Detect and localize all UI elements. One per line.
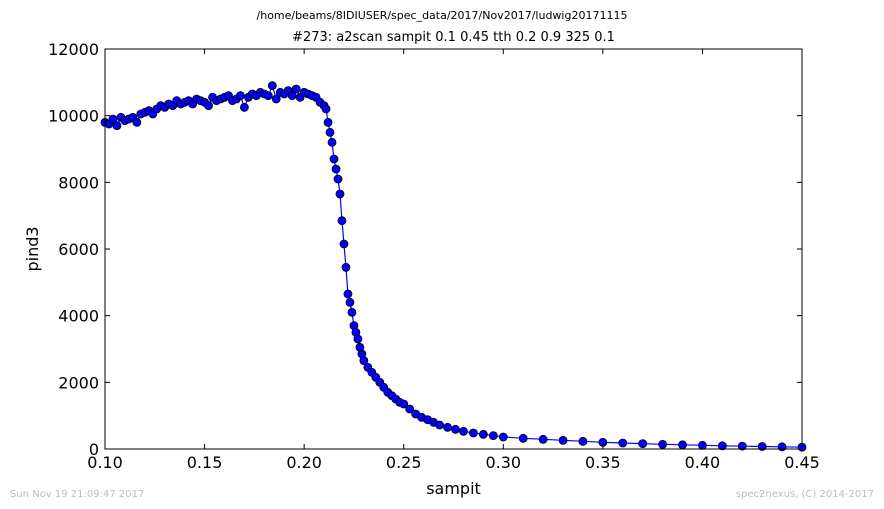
data-point xyxy=(112,121,122,131)
data-point xyxy=(598,437,608,447)
x-axis-label: sampit xyxy=(426,479,481,498)
data-point xyxy=(347,307,357,317)
y-axis-label: pind3 xyxy=(23,226,42,271)
y-tick-label: 2000 xyxy=(58,373,99,392)
data-point xyxy=(737,441,747,451)
axes-layer: 0.10 0.15 0.20 0.25 0.30 0.35 0.40 0.45 0 2000 400… xyxy=(48,40,820,472)
x-tick-label: 0.20 xyxy=(286,453,322,472)
x-tick-label: 0.30 xyxy=(485,453,521,472)
data-point xyxy=(335,189,345,199)
data-point xyxy=(345,297,355,307)
data-point xyxy=(488,431,498,441)
x-tick-label: 0.15 xyxy=(187,453,223,472)
data-point xyxy=(339,239,349,249)
data-point xyxy=(405,404,415,414)
data-point xyxy=(469,428,478,438)
data-point xyxy=(658,439,667,449)
data-point xyxy=(329,154,339,164)
y-tick-label: 12000 xyxy=(48,40,99,59)
chart-title: #273: a2scan sampit 0.1 0.45 tth 0.2 0.9… xyxy=(292,30,615,45)
footer-credit: spec2nexus, (C) 2014-2017 xyxy=(735,489,874,500)
data-point xyxy=(435,420,444,430)
data-point xyxy=(459,426,468,436)
data-point xyxy=(325,127,335,137)
footer-timestamp: Sun Nov 19 21:09:47 2017 xyxy=(10,489,145,500)
y-tick-label: 6000 xyxy=(58,240,99,259)
data-point xyxy=(337,216,347,226)
data-point xyxy=(204,101,213,111)
data-point xyxy=(331,164,341,174)
data-point xyxy=(498,432,508,442)
data-point xyxy=(263,91,273,101)
data-point xyxy=(518,433,528,443)
data-point xyxy=(678,440,687,450)
data-point xyxy=(478,429,488,439)
data-point xyxy=(323,117,333,127)
data-point xyxy=(239,102,249,112)
series-line xyxy=(104,83,803,448)
y-tick-label: 8000 xyxy=(58,173,99,192)
x-tick-label: 0.35 xyxy=(585,453,621,472)
data-point xyxy=(271,94,281,104)
data-point xyxy=(538,434,548,444)
data-point xyxy=(359,356,369,366)
data-point xyxy=(236,91,245,101)
figure-suptitle: /home/beams/8IDIUSER/spec_data/2017/Nov2… xyxy=(256,9,628,22)
data-point xyxy=(291,84,301,94)
data-point xyxy=(698,440,707,450)
data-point xyxy=(618,438,628,448)
x-tick-label: 0.10 xyxy=(87,453,123,472)
y-tick-label: 0 xyxy=(89,440,99,459)
data-point xyxy=(777,442,787,452)
data-point xyxy=(451,424,460,434)
plot-frame xyxy=(104,48,803,450)
data-point xyxy=(443,422,452,432)
data-point xyxy=(558,435,568,445)
data-point xyxy=(267,81,277,91)
y-tick-label: 10000 xyxy=(48,107,99,126)
data-point xyxy=(341,262,351,272)
x-tick-label: 0.40 xyxy=(685,453,721,472)
data-point xyxy=(343,289,353,299)
x-tick-label: 0.45 xyxy=(784,453,820,472)
data-point xyxy=(399,399,409,409)
data-point xyxy=(327,137,337,147)
data-point xyxy=(578,436,588,446)
data-layer xyxy=(100,81,807,452)
data-point xyxy=(717,441,727,451)
data-point xyxy=(321,104,331,114)
data-point xyxy=(132,117,142,127)
data-point xyxy=(333,174,343,184)
data-point xyxy=(638,439,648,449)
data-point xyxy=(353,334,363,344)
y-tick-label: 4000 xyxy=(58,307,99,326)
x-tick-label: 0.25 xyxy=(386,453,422,472)
